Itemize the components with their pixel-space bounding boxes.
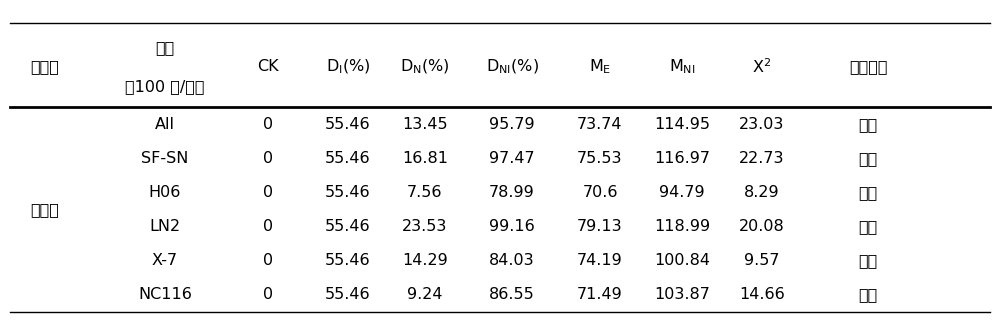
Text: 97.47: 97.47 <box>489 151 535 166</box>
Text: 0: 0 <box>263 185 273 200</box>
Text: 增效: 增效 <box>858 117 878 132</box>
Text: X$^2$: X$^2$ <box>752 57 772 76</box>
Text: 9.57: 9.57 <box>744 253 780 268</box>
Text: D$_\mathregular{I}$(%): D$_\mathregular{I}$(%) <box>326 58 370 76</box>
Text: 0: 0 <box>263 219 273 234</box>
Text: M$_\mathregular{E}$: M$_\mathregular{E}$ <box>589 57 611 76</box>
Text: 16.81: 16.81 <box>402 151 448 166</box>
Text: All: All <box>155 117 175 132</box>
Text: 70.6: 70.6 <box>582 185 618 200</box>
Text: 增效: 增效 <box>858 151 878 166</box>
Text: 增效: 增效 <box>858 219 878 234</box>
Text: 55.46: 55.46 <box>325 185 371 200</box>
Text: 杀虫剂: 杀虫剂 <box>31 59 59 74</box>
Text: 增效: 增效 <box>858 185 878 200</box>
Text: 99.16: 99.16 <box>489 219 535 234</box>
Text: 55.46: 55.46 <box>325 219 371 234</box>
Text: LN2: LN2 <box>149 219 181 234</box>
Text: 55.46: 55.46 <box>325 117 371 132</box>
Text: 0: 0 <box>263 253 273 268</box>
Text: 84.03: 84.03 <box>489 253 535 268</box>
Text: 增效: 增效 <box>858 287 878 303</box>
Text: 71.49: 71.49 <box>577 287 623 303</box>
Text: 94.79: 94.79 <box>659 185 705 200</box>
Text: 114.95: 114.95 <box>654 117 710 132</box>
Text: 0: 0 <box>263 151 273 166</box>
Text: 14.29: 14.29 <box>402 253 448 268</box>
Text: 100.84: 100.84 <box>654 253 710 268</box>
Text: CK: CK <box>257 59 279 74</box>
Text: 23.03: 23.03 <box>739 117 785 132</box>
Text: （100 条/虫）: （100 条/虫） <box>125 79 205 94</box>
Text: 增效: 增效 <box>858 253 878 268</box>
Text: 75.53: 75.53 <box>577 151 623 166</box>
Text: 55.46: 55.46 <box>325 287 371 303</box>
Text: 13.45: 13.45 <box>402 117 448 132</box>
Text: 78.99: 78.99 <box>489 185 535 200</box>
Text: 20.08: 20.08 <box>739 219 785 234</box>
Text: X-7: X-7 <box>152 253 178 268</box>
Text: 0: 0 <box>263 287 273 303</box>
Text: 79.13: 79.13 <box>577 219 623 234</box>
Text: 95.79: 95.79 <box>489 117 535 132</box>
Text: D$_\mathregular{NI}$(%): D$_\mathregular{NI}$(%) <box>486 58 538 76</box>
Text: 8.29: 8.29 <box>744 185 780 200</box>
Text: 86.55: 86.55 <box>489 287 535 303</box>
Text: 23.53: 23.53 <box>402 219 448 234</box>
Text: 9.24: 9.24 <box>407 287 443 303</box>
Text: D$_\mathregular{N}$(%): D$_\mathregular{N}$(%) <box>400 58 450 76</box>
Text: 73.74: 73.74 <box>577 117 623 132</box>
Text: 线虫: 线虫 <box>155 40 175 55</box>
Text: 118.99: 118.99 <box>654 219 710 234</box>
Text: 噻虫嗪: 噻虫嗪 <box>31 202 59 217</box>
Text: NC116: NC116 <box>138 287 192 303</box>
Text: M$_\mathregular{NI}$: M$_\mathregular{NI}$ <box>669 57 695 76</box>
Text: 0: 0 <box>263 117 273 132</box>
Text: 22.73: 22.73 <box>739 151 785 166</box>
Text: 74.19: 74.19 <box>577 253 623 268</box>
Text: 103.87: 103.87 <box>654 287 710 303</box>
Text: SF-SN: SF-SN <box>141 151 189 166</box>
Text: 作用类型: 作用类型 <box>849 59 887 74</box>
Text: 14.66: 14.66 <box>739 287 785 303</box>
Text: 7.56: 7.56 <box>407 185 443 200</box>
Text: 116.97: 116.97 <box>654 151 710 166</box>
Text: 55.46: 55.46 <box>325 253 371 268</box>
Text: 55.46: 55.46 <box>325 151 371 166</box>
Text: H06: H06 <box>149 185 181 200</box>
